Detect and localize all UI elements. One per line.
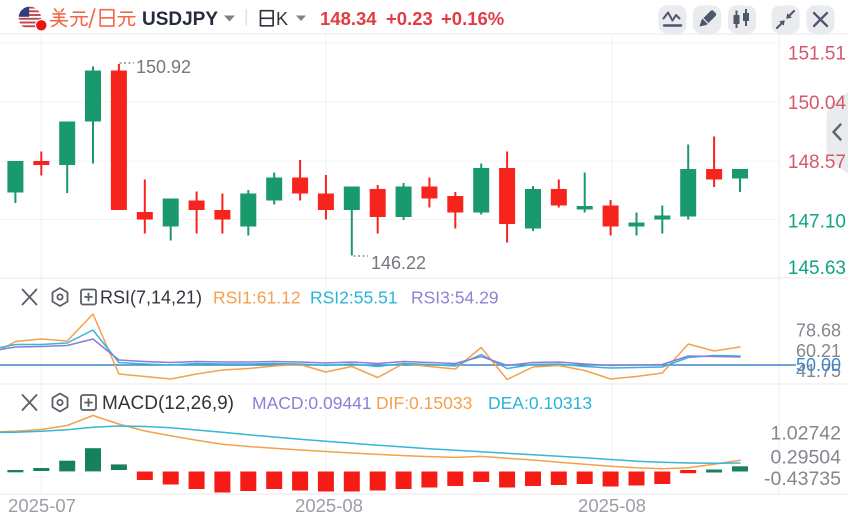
svg-text:RSI2:55.51: RSI2:55.51 xyxy=(310,288,398,308)
svg-text:148.57: 148.57 xyxy=(788,152,846,173)
svg-text:+0.16%: +0.16% xyxy=(441,8,504,29)
svg-text:-0.43735: -0.43735 xyxy=(764,468,841,490)
svg-text:2025-07: 2025-07 xyxy=(8,495,76,516)
svg-text:145.63: 145.63 xyxy=(788,258,846,279)
svg-text:78.68: 78.68 xyxy=(796,321,841,341)
svg-text:41.75: 41.75 xyxy=(796,361,841,381)
svg-text:1.02742: 1.02742 xyxy=(771,423,842,445)
svg-text:150.04: 150.04 xyxy=(788,93,847,114)
svg-text:RSI1:61.12: RSI1:61.12 xyxy=(213,288,301,308)
svg-text:USDJPY: USDJPY xyxy=(142,9,218,30)
svg-text:MACD:0.09441: MACD:0.09441 xyxy=(252,393,372,413)
svg-text:2025-08: 2025-08 xyxy=(295,495,363,516)
svg-text:DEA:0.10313: DEA:0.10313 xyxy=(488,393,592,413)
svg-text:MACD(12,26,9): MACD(12,26,9) xyxy=(102,393,234,414)
svg-text:50.00: 50.00 xyxy=(796,355,841,375)
svg-text:146.22: 146.22 xyxy=(371,253,426,273)
svg-text:2025-08: 2025-08 xyxy=(578,495,646,516)
svg-text:K: K xyxy=(276,9,288,29)
svg-text:150.92: 150.92 xyxy=(136,57,191,77)
svg-text:DIF:0.15033: DIF:0.15033 xyxy=(376,393,472,413)
svg-text:RSI3:54.29: RSI3:54.29 xyxy=(411,288,499,308)
svg-text:0.29504: 0.29504 xyxy=(771,447,842,469)
svg-text:147.10: 147.10 xyxy=(788,212,846,233)
svg-text:151.51: 151.51 xyxy=(788,44,846,65)
svg-text:+0.23: +0.23 xyxy=(386,8,433,29)
svg-text:148.34: 148.34 xyxy=(320,8,377,29)
svg-text:60.21: 60.21 xyxy=(796,341,841,361)
svg-text:RSI(7,14,21): RSI(7,14,21) xyxy=(100,288,202,308)
